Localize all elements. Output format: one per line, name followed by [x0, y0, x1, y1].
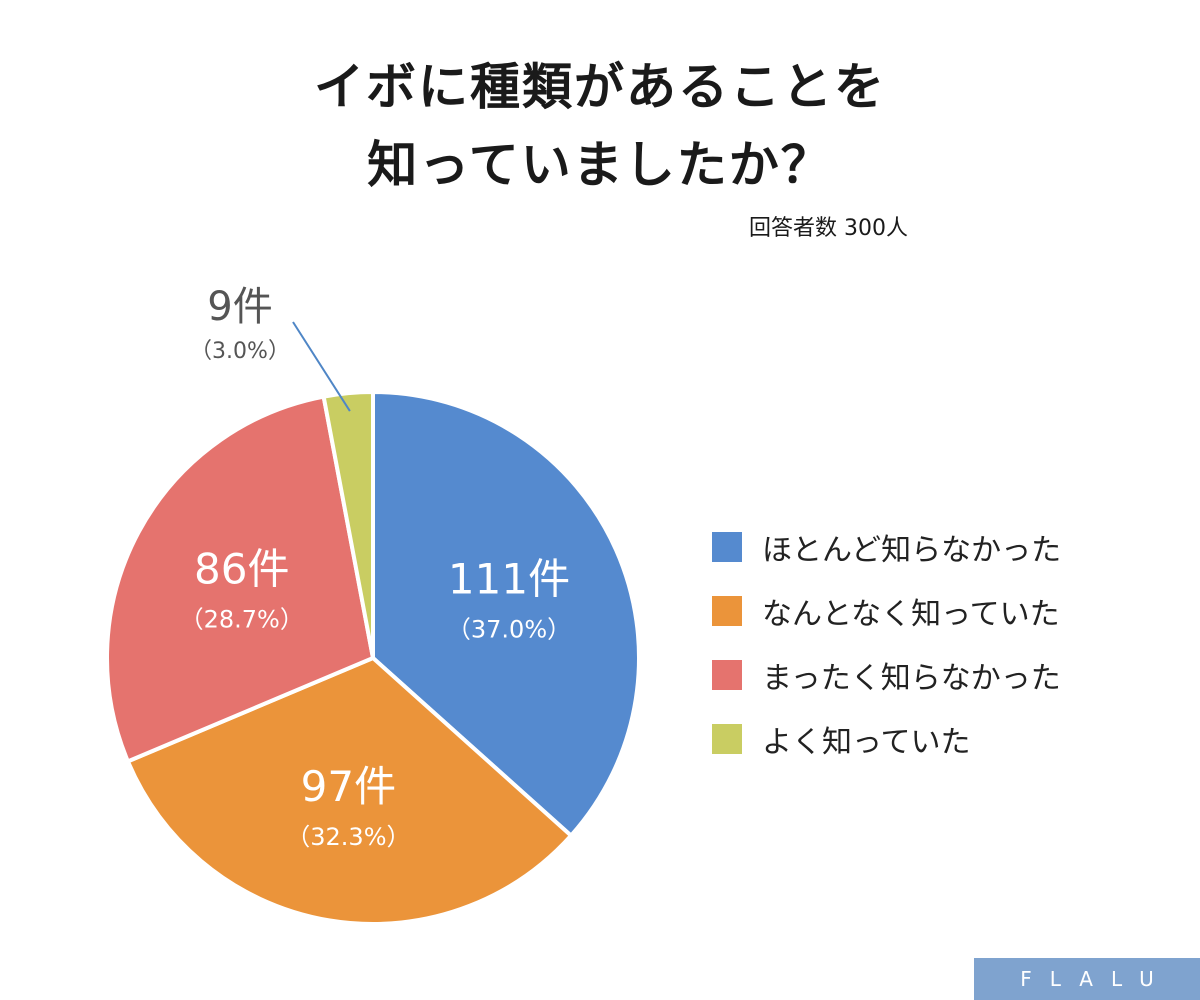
- legend-swatch-nantonaku: [712, 596, 742, 626]
- legend-label-hotondo: ほとんど知らなかった: [762, 533, 1062, 568]
- pie-slice-mattaku: [105, 394, 375, 764]
- slice-percent-label-mattaku: （28.7%）: [180, 606, 304, 634]
- chart-title: イボに種類があることを 知っていましたか？: [0, 48, 1200, 204]
- slice-count-label-yoku: 9件: [207, 284, 272, 330]
- slice-percent-label-yoku: （3.0%）: [190, 339, 290, 364]
- slice-count-label-mattaku: 86件: [194, 545, 289, 594]
- pie-slice-hotondo: [371, 390, 641, 838]
- legend-label-yoku: よく知っていた: [762, 725, 971, 760]
- legend-item-hotondo: ほとんど知らなかった: [712, 515, 1061, 579]
- pie-slice-yoku: [321, 390, 375, 660]
- slice-percent-label-nantonaku: （32.3%）: [286, 823, 410, 851]
- chart-legend: ほとんど知らなかった なんとなく知っていた まったく知らなかった よく知っていた: [712, 515, 1061, 771]
- legend-label-mattaku: まったく知らなかった: [762, 661, 1061, 696]
- pie-slice-nantonaku: [125, 656, 574, 926]
- brand-logo-badge: FLALU: [974, 958, 1200, 1000]
- slice-percent-label-hotondo: （37.0%）: [447, 615, 571, 643]
- legend-item-nantonaku: なんとなく知っていた: [712, 579, 1061, 643]
- slice-count-label-nantonaku: 97件: [301, 762, 396, 811]
- legend-swatch-hotondo: [712, 532, 742, 562]
- slice-count-label-hotondo: 111件: [448, 554, 570, 603]
- legend-label-nantonaku: なんとなく知っていた: [762, 597, 1060, 632]
- leader-line-yoku: [292, 321, 351, 412]
- chart-title-line-1: イボに種類があることを: [314, 58, 886, 116]
- brand-logo-text: FLALU: [1020, 967, 1172, 991]
- legend-item-yoku: よく知っていた: [712, 707, 1061, 771]
- chart-title-line-2: 知っていましたか？: [367, 136, 833, 194]
- legend-swatch-mattaku: [712, 660, 742, 690]
- respondent-count: 回答者数 300人: [749, 216, 908, 241]
- legend-swatch-yoku: [712, 724, 742, 754]
- legend-item-mattaku: まったく知らなかった: [712, 643, 1061, 707]
